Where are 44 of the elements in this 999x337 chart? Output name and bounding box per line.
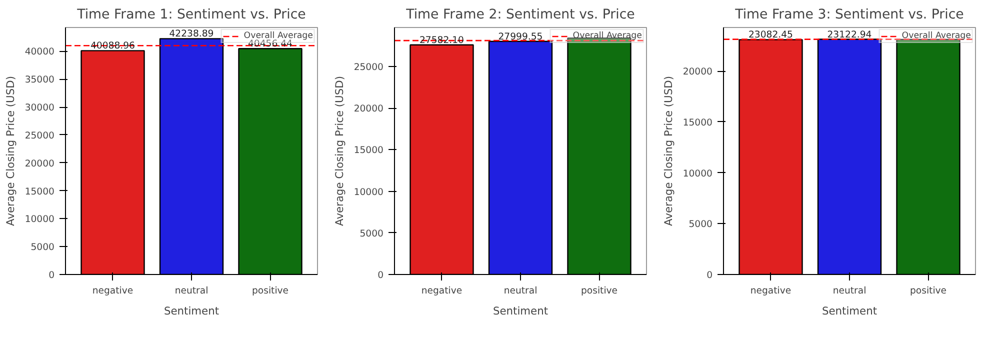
- chart-title: Time Frame 3: Sentiment vs. Price: [734, 8, 964, 22]
- x-axis-title: Sentiment: [822, 304, 878, 318]
- y-tick-label: 10000: [354, 186, 384, 198]
- x-tick-label: neutral: [174, 286, 208, 296]
- y-tick-label: 15000: [24, 186, 55, 198]
- y-axis-title: Average Closing Price (USD): [662, 76, 675, 226]
- y-tick-label: 0: [706, 270, 713, 281]
- x-tick-label: negative: [750, 286, 792, 296]
- y-tick-label: 15000: [682, 117, 713, 128]
- x-tick-label: positive: [252, 286, 289, 296]
- x-axis-title: Sentiment: [164, 304, 220, 318]
- x-tick-label: positive: [580, 286, 618, 296]
- x-tick-label: neutral: [832, 286, 866, 296]
- x-axis-title: Sentiment: [492, 304, 548, 318]
- y-tick-label: 15000: [354, 145, 384, 156]
- legend-label: Overall Average: [244, 31, 313, 41]
- y-tick-label: 25000: [354, 62, 384, 73]
- y-tick-label: 20000: [24, 158, 55, 170]
- data-label: 23082.45: [748, 30, 794, 41]
- ref-line-label: Overall Average: [902, 31, 971, 41]
- y-tick-label: 0: [378, 270, 384, 281]
- y-tick-label: 10000: [682, 168, 713, 180]
- y-tick-label: 40000: [24, 46, 55, 58]
- y-tick-label: 5000: [30, 242, 55, 254]
- y-tick-label: 35000: [24, 74, 55, 86]
- x-tick-label: neutral: [504, 286, 538, 296]
- x-tick-label: positive: [910, 286, 947, 296]
- x-tick-label: negative: [92, 286, 134, 296]
- y-tick-label: 5000: [688, 219, 713, 230]
- y-tick-label: 30000: [24, 102, 55, 114]
- chart-title: Time Frame 1: Sentiment vs. Price: [76, 8, 306, 22]
- y-tick-label: 20000: [682, 66, 713, 78]
- y-axis-title: Average Closing Price (USD): [332, 76, 346, 226]
- chart-title: Time Frame 2: Sentiment vs. Price: [405, 8, 635, 22]
- y-tick-label: 0: [48, 270, 55, 281]
- y-tick-label: 10000: [24, 214, 55, 226]
- x-tick-label: negative: [421, 286, 462, 296]
- y-axis-title: Average Closing Price (USD): [4, 76, 17, 226]
- y-tick-label: 5000: [360, 228, 384, 240]
- data-label: 27999.55: [498, 31, 543, 42]
- y-tick-label: 25000: [24, 130, 55, 142]
- y-tick-label: 20000: [354, 104, 384, 114]
- data-label: 23122.94: [827, 29, 872, 40]
- data-label: 42238.89: [169, 28, 214, 40]
